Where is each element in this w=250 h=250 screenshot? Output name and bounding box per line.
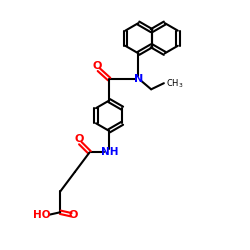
Text: O: O [93, 61, 102, 71]
Text: HO: HO [33, 210, 50, 220]
Text: CH$_3$: CH$_3$ [166, 78, 183, 90]
Text: O: O [74, 134, 84, 144]
Text: N: N [134, 74, 143, 84]
Text: O: O [68, 210, 78, 220]
Text: NH: NH [101, 148, 118, 158]
